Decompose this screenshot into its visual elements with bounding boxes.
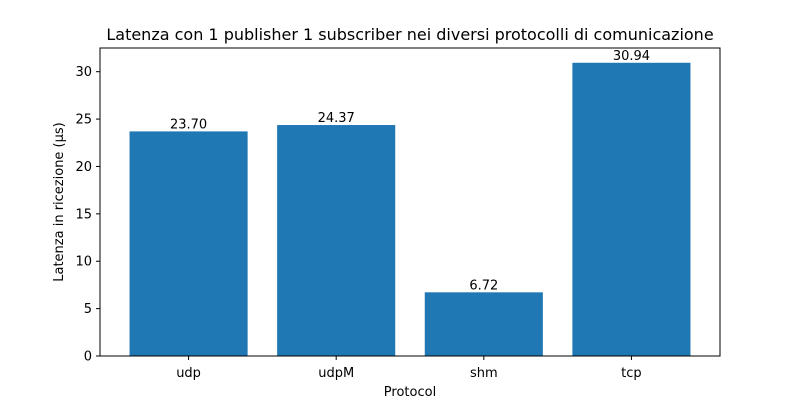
data-label-shm: 6.72	[469, 278, 498, 293]
data-label-udpM: 24.37	[318, 111, 355, 126]
y-tick-label-5: 5	[84, 302, 92, 317]
bars-layer	[129, 62, 691, 357]
x-tick-label-shm: shm	[470, 366, 498, 381]
y-tick-label-10: 10	[75, 255, 92, 270]
y-tick-label-0: 0	[84, 350, 92, 365]
plot-frame	[99, 47, 721, 357]
y-tick-label-30: 30	[75, 65, 92, 80]
chart-title: Latenza con 1 publisher 1 subscriber nei…	[106, 25, 713, 44]
y-axis: 0 5 10 15 20 25 30	[75, 65, 100, 365]
y-tick-label-25: 25	[75, 113, 92, 128]
x-tick-label-udpM: udpM	[318, 366, 354, 381]
bar-udpM	[277, 125, 396, 356]
bar-shm	[424, 292, 543, 356]
data-label-udp: 23.70	[170, 117, 207, 132]
y-tick-label-15: 15	[75, 207, 92, 222]
data-labels-layer: 23.70 24.37 6.72 30.94	[170, 49, 650, 294]
data-label-tcp: 30.94	[613, 49, 650, 64]
x-axis-title: Protocol	[384, 385, 436, 400]
x-tick-label-tcp: tcp	[621, 366, 642, 381]
bar-udp	[129, 131, 248, 356]
y-tick-label-20: 20	[75, 160, 92, 175]
y-axis-title: Latenza in ricezione (µs)	[52, 122, 67, 282]
x-axis: udp udpM shm tcp	[176, 356, 642, 381]
bar-tcp	[572, 62, 691, 357]
x-tick-label-udp: udp	[176, 366, 201, 381]
